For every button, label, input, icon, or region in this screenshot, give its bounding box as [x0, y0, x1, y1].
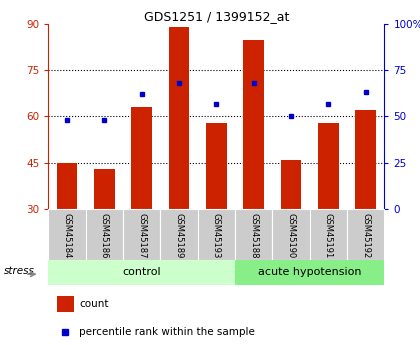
Bar	[355, 110, 376, 209]
Text: GSM45191: GSM45191	[324, 213, 333, 258]
Text: percentile rank within the sample: percentile rank within the sample	[79, 327, 255, 337]
Bar	[235, 209, 272, 260]
Bar	[48, 209, 86, 260]
Text: GSM45186: GSM45186	[100, 213, 109, 258]
Bar	[131, 107, 152, 209]
Bar	[206, 122, 226, 209]
Text: GSM45193: GSM45193	[212, 213, 221, 258]
Text: control: control	[122, 267, 161, 277]
Bar	[243, 40, 264, 209]
Text: GSM45188: GSM45188	[249, 213, 258, 258]
Text: GSM45190: GSM45190	[286, 213, 295, 258]
Bar	[169, 27, 189, 209]
Text: stress: stress	[4, 266, 35, 276]
Bar	[86, 209, 123, 260]
Bar	[57, 162, 77, 209]
Text: acute hypotension: acute hypotension	[258, 267, 361, 277]
Bar	[48, 260, 235, 285]
Bar	[310, 209, 347, 260]
Bar	[198, 209, 235, 260]
Bar	[347, 209, 384, 260]
Bar	[235, 260, 384, 285]
Bar	[57, 296, 74, 312]
Bar	[272, 209, 310, 260]
Text: count: count	[79, 299, 108, 309]
Bar	[160, 209, 198, 260]
Text: GSM45192: GSM45192	[361, 213, 370, 258]
Bar	[94, 169, 115, 209]
Text: GSM45187: GSM45187	[137, 213, 146, 258]
Bar	[123, 209, 160, 260]
Title: GDS1251 / 1399152_at: GDS1251 / 1399152_at	[144, 10, 289, 23]
Text: GSM45189: GSM45189	[174, 213, 184, 258]
Bar	[318, 122, 339, 209]
Text: GSM45184: GSM45184	[63, 213, 71, 258]
Bar	[281, 159, 301, 209]
